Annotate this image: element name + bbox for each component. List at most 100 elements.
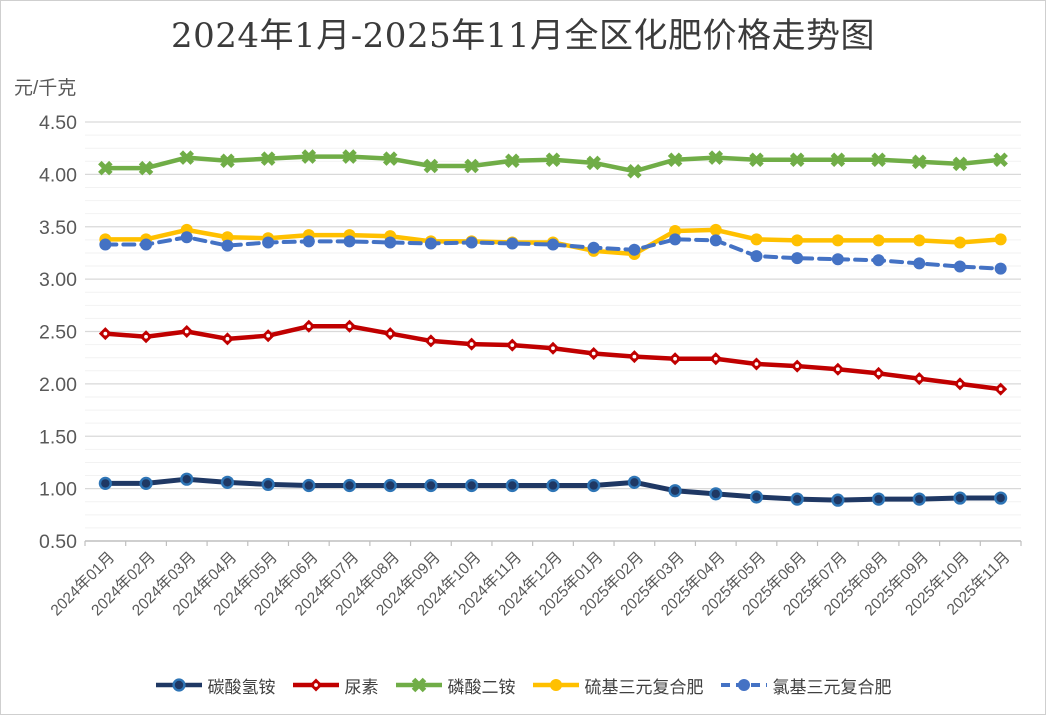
data-point-marker-dot [103,331,108,336]
data-point-marker [424,237,437,250]
data-point-marker [993,152,1008,167]
data-point-marker [589,481,598,490]
data-point-marker [549,679,562,691]
data-point-marker [465,236,478,249]
data-point-marker [386,481,395,490]
data-point-marker [952,156,968,172]
legend-item-sulfur-based-npk-compound: 硫基三元复合肥 [532,673,704,698]
data-point-marker [586,155,601,171]
data-point-marker-dot [998,387,1003,392]
data-point-marker-dot [713,356,718,361]
legend-marker-sulfur-based-npk-compound [532,679,579,691]
data-point-marker [791,234,804,247]
data-point-marker [426,481,436,490]
data-point-marker [263,480,273,489]
data-point-marker-dot [673,356,677,361]
data-point-marker-dot [551,346,555,351]
legend-item-urea: 尿素 [292,673,379,698]
data-point-marker [752,492,761,502]
data-point-marker [182,474,191,484]
data-point-marker [830,152,846,167]
y-tick-label: 3.50 [39,217,77,239]
data-point-marker [789,152,805,167]
data-point-marker-dot [591,351,596,356]
data-point-marker [179,150,195,165]
data-point-marker [411,677,426,693]
data-point-marker [750,250,763,263]
data-point-marker [833,495,843,505]
legend-item-ammonium-bicarbonate: 碳酸氢铵 [155,673,276,698]
data-point-marker [545,152,561,167]
data-point-marker [547,238,559,251]
data-point-marker [505,153,520,169]
y-tick-label: 4.00 [39,164,77,186]
data-point-marker [304,481,314,490]
data-point-marker [709,223,722,236]
series-diammonium-phosphate [98,149,1008,179]
data-point-marker [737,679,750,691]
y-axis-unit-label: 元/千克 [14,78,77,99]
data-point-marker [384,236,397,249]
data-point-marker [506,237,519,250]
series-ammonium-bicarbonate [98,472,1008,507]
legend-item-diammonium-phosphate: 磷酸二铵 [395,673,516,698]
data-point-marker-dot [510,343,515,348]
y-tick-label: 2.50 [39,322,77,344]
data-point-marker [831,253,844,266]
data-point-marker [548,481,558,490]
series-urea [98,319,1008,396]
data-point-marker [911,154,927,170]
y-tick-label: 1.00 [39,479,77,501]
data-point-marker [791,252,804,265]
data-point-marker [138,160,154,176]
data-point-marker [669,224,682,237]
legend-marker-ammonium-bicarbonate [155,678,202,692]
legend-marker-diammonium-phosphate [395,677,442,693]
data-point-marker [670,486,680,495]
data-point-marker [630,478,639,487]
data-point-marker [174,680,183,690]
chart-legend: 碳酸氢铵 尿素 磷酸二铵 硫基三元复合肥 氯基三元复合肥 [1,667,1045,703]
chart-title: 2024年1月-2025年11月全区化肥价格走势图 [171,16,875,56]
data-point-marker [141,479,151,488]
data-point-marker [587,241,600,254]
data-point-marker [342,149,357,164]
data-point-marker-dot [876,371,881,376]
data-point-marker [260,151,276,166]
data-point-marker [831,234,844,247]
data-point-marker [913,257,926,270]
data-point-marker-dot [835,367,840,372]
data-point-marker [994,262,1007,275]
data-point-marker [508,481,517,490]
data-point-marker-dot [266,333,271,338]
data-point-marker [98,160,113,176]
data-point-marker [302,235,315,248]
data-point-marker [709,234,722,247]
data-point-marker [628,243,641,256]
data-point-marker [792,494,802,504]
data-point-marker [667,152,683,167]
data-point-marker-dot [225,336,230,341]
data-point-marker [953,260,966,273]
legend-label: 氯基三元复合肥 [772,677,892,697]
data-point-marker [101,479,110,488]
y-tick-label: 0.50 [39,531,77,553]
data-point-marker [423,158,439,174]
legend-label: 磷酸二铵 [447,677,516,697]
data-point-marker [180,231,193,244]
data-point-marker [467,481,476,490]
data-point-marker [994,233,1007,246]
legend-item-chlorine-based-npk-compound: 氯基三元复合肥 [720,673,892,698]
y-tick-label: 1.50 [39,426,77,448]
legend-label: 尿素 [344,677,379,697]
y-tick-label: 4.50 [39,112,77,134]
data-point-marker-dot [144,334,148,339]
data-point-marker [915,494,924,504]
data-point-marker [220,153,235,169]
data-point-marker [221,239,234,252]
data-point-marker [708,150,724,165]
data-point-marker [872,254,885,267]
data-point-marker [913,234,926,247]
